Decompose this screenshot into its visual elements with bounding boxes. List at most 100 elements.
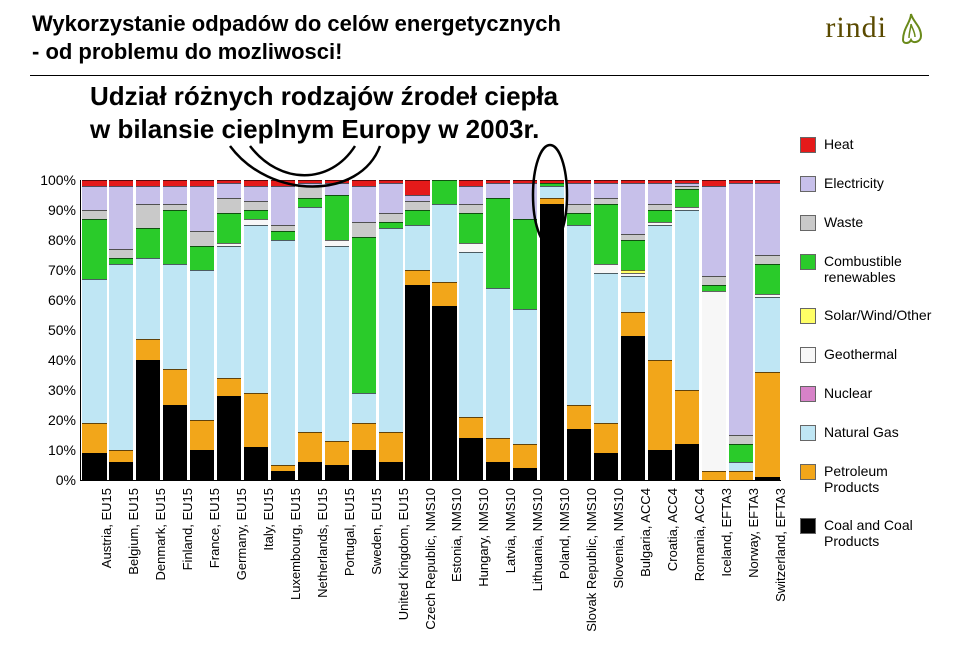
chart-title-block: Udział różnych rodzajów źrodeł ciepła w …	[90, 80, 558, 145]
bar-segment	[163, 264, 187, 369]
bar-segment	[217, 396, 241, 480]
bar-segment	[459, 252, 483, 417]
bar	[298, 180, 322, 480]
bar	[486, 180, 510, 480]
bar-segment	[459, 417, 483, 438]
x-label: United Kingdom, EU15	[396, 488, 411, 648]
legend-item: Petroleum Products	[800, 463, 935, 495]
bar-segment	[163, 369, 187, 405]
y-tick: 40%	[20, 352, 76, 368]
bar-segment	[513, 219, 537, 309]
bar	[621, 180, 645, 480]
bar-segment	[729, 435, 753, 444]
bar-segment	[244, 201, 268, 210]
bar-segment	[217, 213, 241, 243]
bar-segment	[648, 360, 672, 450]
legend: HeatElectricityWasteCombustible renewabl…	[800, 136, 935, 572]
bar-segment	[217, 378, 241, 396]
x-label: Netherlands, EU15	[315, 488, 330, 648]
bar	[379, 180, 403, 480]
bar-segment	[109, 264, 133, 450]
bar-segment	[486, 438, 510, 462]
bar-segment	[594, 183, 618, 198]
bar-segment	[755, 372, 779, 477]
x-label: Norway, EFTA3	[746, 488, 761, 648]
legend-item: Solar/Wind/Other	[800, 307, 935, 324]
legend-label: Heat	[824, 136, 854, 152]
bar-segment	[325, 441, 349, 465]
x-label: Croatia, ACC4	[665, 488, 680, 648]
y-tick: 50%	[20, 322, 76, 338]
bar-segment	[755, 183, 779, 255]
bar-segment	[163, 405, 187, 480]
bar-segment	[540, 186, 564, 198]
page-title-block: Wykorzystanie odpadów do celów energetyc…	[32, 10, 561, 65]
bar-segment	[163, 186, 187, 204]
legend-label: Solar/Wind/Other	[824, 307, 931, 323]
x-label: Sweden, EU15	[369, 488, 384, 648]
legend-item: Nuclear	[800, 385, 935, 402]
bar-segment	[217, 183, 241, 198]
legend-swatch	[800, 386, 816, 402]
bar	[648, 180, 672, 480]
bar-segment	[190, 246, 214, 270]
bar-segment	[702, 276, 726, 285]
title-line1: Wykorzystanie odpadów do celów energetyc…	[32, 10, 561, 38]
legend-swatch	[800, 215, 816, 231]
bar-segment	[594, 423, 618, 453]
x-label: Hungary, NMS10	[476, 488, 491, 648]
bar-segment	[729, 444, 753, 462]
bar-segment	[271, 471, 295, 480]
y-tick: 80%	[20, 232, 76, 248]
x-label: Slovenia, NMS10	[611, 488, 626, 648]
x-label: Slovak Republic, NMS10	[584, 488, 599, 648]
bar-segment	[729, 183, 753, 435]
bar	[190, 180, 214, 480]
bar	[325, 180, 349, 480]
bar-segment	[432, 180, 456, 204]
bar-segment	[567, 429, 591, 480]
brand-logo: rindi	[825, 10, 929, 46]
x-label: Belgium, EU15	[126, 488, 141, 648]
bar-segment	[459, 243, 483, 252]
bar-segment	[459, 213, 483, 243]
legend-item: Coal and Coal Products	[800, 517, 935, 549]
bar-segment	[675, 210, 699, 390]
bar-segment	[271, 231, 295, 240]
bar-segment	[82, 210, 106, 219]
legend-swatch	[800, 425, 816, 441]
bar-segment	[621, 312, 645, 336]
bar-segment	[540, 204, 564, 480]
legend-label: Waste	[824, 214, 863, 230]
bar-segment	[621, 276, 645, 312]
bar-segment	[325, 465, 349, 480]
bar-segment	[432, 204, 456, 282]
bar-segment	[513, 309, 537, 444]
bar-segment	[594, 273, 618, 423]
bar-segment	[217, 246, 241, 378]
bar-segment	[405, 285, 429, 480]
x-label: Poland, NMS10	[557, 488, 572, 648]
bar-segment	[136, 258, 160, 339]
bar-segment	[648, 210, 672, 222]
bar-segment	[163, 210, 187, 264]
bar-segment	[513, 468, 537, 480]
y-tick: 100%	[20, 172, 76, 188]
bar-segment	[379, 432, 403, 462]
x-label: Germany, EU15	[234, 488, 249, 648]
bar-segment	[352, 423, 376, 450]
x-label: Iceland, EFTA3	[719, 488, 734, 648]
legend-label: Geothermal	[824, 346, 897, 362]
subtitle-line1: Udział różnych rodzajów źrodeł ciepła	[90, 80, 558, 113]
bar-segment	[621, 336, 645, 480]
legend-label: Coal and Coal Products	[824, 517, 935, 549]
bar-segment	[594, 204, 618, 264]
bar-segment	[271, 240, 295, 465]
x-label: Latvia, NMS10	[503, 488, 518, 648]
bar	[594, 180, 618, 480]
legend-item: Heat	[800, 136, 935, 153]
bar	[459, 180, 483, 480]
bar-segment	[82, 219, 106, 279]
bar	[109, 180, 133, 480]
bar	[567, 180, 591, 480]
